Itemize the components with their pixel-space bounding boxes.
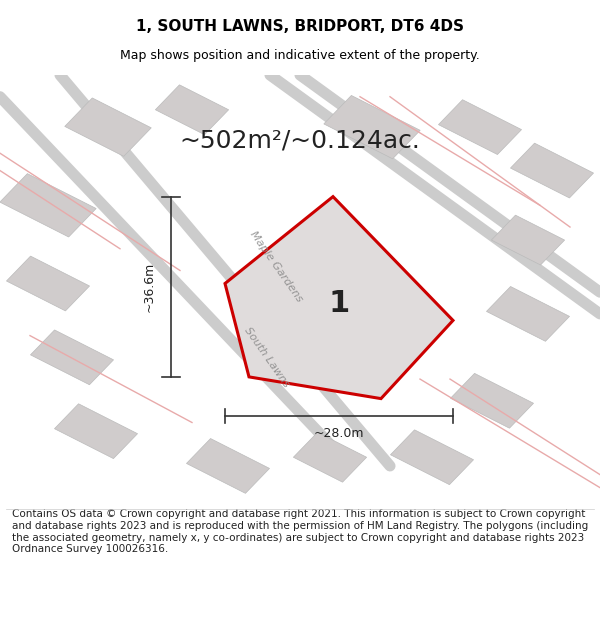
Text: 1: 1 <box>328 289 350 318</box>
Text: Maple Gardens: Maple Gardens <box>248 229 304 303</box>
Polygon shape <box>439 100 521 154</box>
Polygon shape <box>487 286 569 341</box>
Text: Map shows position and indicative extent of the property.: Map shows position and indicative extent… <box>120 49 480 62</box>
Polygon shape <box>391 430 473 484</box>
Text: 1, SOUTH LAWNS, BRIDPORT, DT6 4DS: 1, SOUTH LAWNS, BRIDPORT, DT6 4DS <box>136 19 464 34</box>
Text: Contains OS data © Crown copyright and database right 2021. This information is : Contains OS data © Crown copyright and d… <box>12 509 588 554</box>
Polygon shape <box>491 215 565 265</box>
Text: ~28.0m: ~28.0m <box>314 427 364 440</box>
Polygon shape <box>65 98 151 156</box>
Polygon shape <box>31 330 113 385</box>
Text: ~502m²/~0.124ac.: ~502m²/~0.124ac. <box>179 128 421 152</box>
Polygon shape <box>187 439 269 493</box>
Text: ~36.6m: ~36.6m <box>143 262 156 312</box>
Polygon shape <box>293 432 367 482</box>
Polygon shape <box>511 143 593 198</box>
Polygon shape <box>225 197 453 399</box>
Polygon shape <box>155 85 229 134</box>
Text: South Lawns: South Lawns <box>242 326 292 389</box>
Polygon shape <box>324 96 420 159</box>
Polygon shape <box>0 174 96 237</box>
Polygon shape <box>451 373 533 428</box>
Polygon shape <box>55 404 137 459</box>
Polygon shape <box>7 256 89 311</box>
